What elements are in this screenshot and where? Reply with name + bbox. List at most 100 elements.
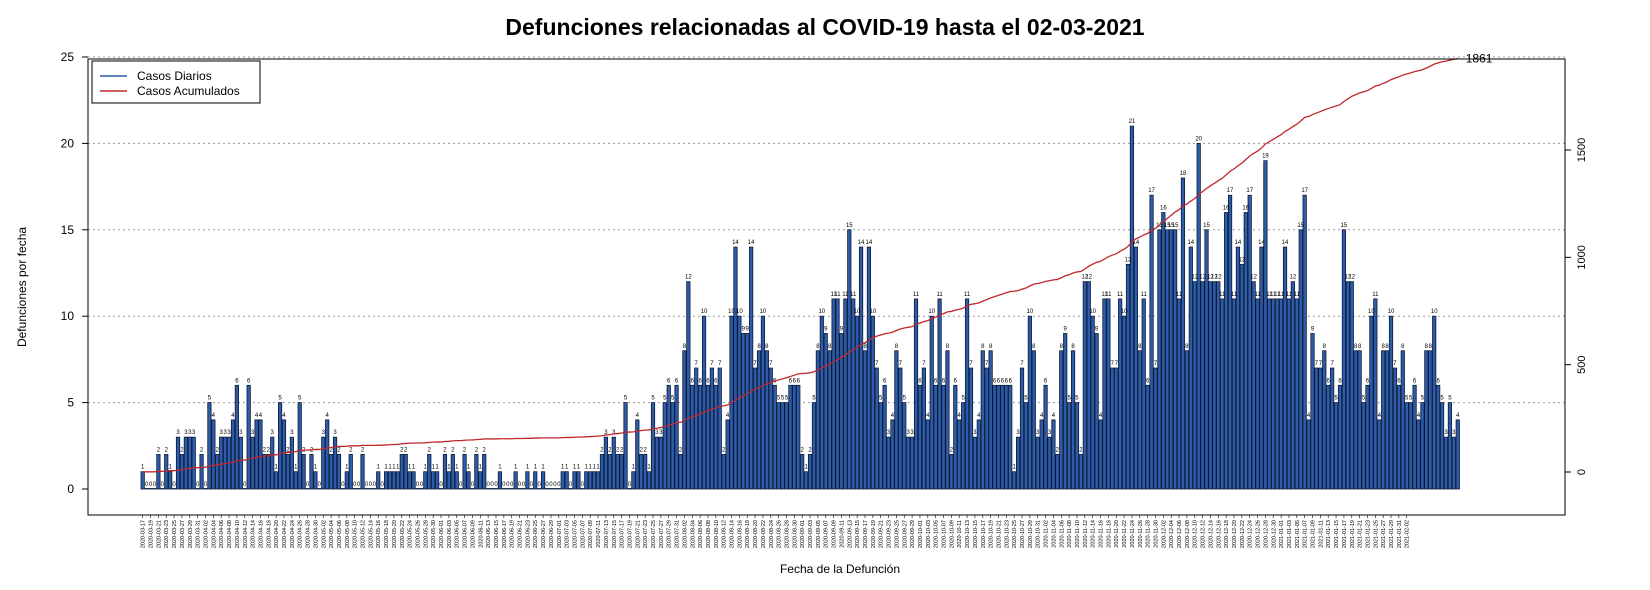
bar-value-label: 11 xyxy=(1231,292,1238,298)
bar xyxy=(501,488,506,490)
bar xyxy=(1267,298,1272,490)
bar xyxy=(368,488,373,490)
x-tick-label: 2020-10-17 xyxy=(981,520,987,548)
bar-value-label: 0 xyxy=(510,482,514,488)
bar-value-label: 11 xyxy=(913,292,920,298)
bar-value-label: 2 xyxy=(263,447,267,453)
bar xyxy=(541,471,546,490)
x-tick-label: 2020-10-21 xyxy=(996,520,1002,548)
bar-value-label: 3 xyxy=(1016,430,1020,436)
bar-value-label: 13 xyxy=(1125,257,1132,263)
bar xyxy=(1294,298,1299,490)
bar-value-label: 7 xyxy=(695,361,699,367)
bar xyxy=(1333,402,1339,490)
bar-value-label: 5 xyxy=(1409,396,1413,402)
bar-value-label: 2 xyxy=(616,447,620,453)
bar xyxy=(768,367,773,490)
bar-value-label: 4 xyxy=(255,413,259,419)
bar-value-label: 3 xyxy=(907,430,911,436)
bar xyxy=(1251,281,1256,490)
bar xyxy=(1220,298,1225,490)
bar-value-label: 5 xyxy=(208,396,212,402)
bar-value-label: 5 xyxy=(1448,396,1452,402)
bar xyxy=(623,402,628,490)
bar-value-label: 2 xyxy=(451,447,455,453)
bar-value-label: 17 xyxy=(1227,188,1234,194)
bar-value-label: 2 xyxy=(349,447,353,453)
bar xyxy=(925,419,930,490)
bar-value-label: 3 xyxy=(192,430,196,436)
x-tick-label: 2020-08-18 xyxy=(745,520,751,548)
bar-value-label: 7 xyxy=(753,361,757,367)
bar xyxy=(662,402,667,490)
bar-value-label: 1 xyxy=(592,465,596,471)
bar-value-label: 15 xyxy=(1164,223,1171,229)
x-tick-label: 2021-02-02 xyxy=(1405,520,1411,548)
bar-value-label: 11 xyxy=(1286,292,1293,298)
bar-value-label: 2 xyxy=(404,447,408,453)
bar xyxy=(1302,194,1307,490)
x-tick-label: 2020-06-11 xyxy=(478,520,484,548)
bar xyxy=(1121,315,1127,490)
x-tick-label: 2020-12-02 xyxy=(1161,520,1167,548)
bar xyxy=(1184,350,1189,490)
y2-tick-label: 1500 xyxy=(1576,138,1588,162)
x-tick-label: 2020-03-23 xyxy=(164,520,170,548)
bar-value-label: 2 xyxy=(801,447,805,453)
bar xyxy=(1377,419,1382,490)
x-tick-label: 2020-03-31 xyxy=(196,520,202,548)
bar xyxy=(745,333,750,490)
bar xyxy=(1141,298,1146,490)
bar xyxy=(780,402,785,490)
bar-value-label: 0 xyxy=(530,482,534,488)
bar xyxy=(344,471,349,490)
bar xyxy=(827,350,832,490)
bar-value-label: 8 xyxy=(1032,344,1036,350)
bar xyxy=(1090,315,1095,490)
bar-value-label: 5 xyxy=(903,396,907,402)
bar xyxy=(364,488,369,490)
bar xyxy=(254,419,259,490)
x-tick-label: 2020-04-22 xyxy=(282,520,288,548)
bar xyxy=(383,471,389,490)
bar xyxy=(639,454,644,490)
bar-value-label: 3 xyxy=(659,430,663,436)
x-tick-label: 2021-01-21 xyxy=(1358,520,1364,548)
x-tick-label: 2020-07-19 xyxy=(627,520,633,548)
bar-value-label: 7 xyxy=(769,361,773,367)
x-tick-label: 2020-10-07 xyxy=(942,520,948,548)
bar xyxy=(1298,229,1303,490)
bar-value-label: 1 xyxy=(392,465,396,471)
x-tick-label: 2020-03-29 xyxy=(188,520,194,548)
bar-value-label: 0 xyxy=(439,482,443,488)
bar-value-label: 6 xyxy=(1413,378,1417,384)
x-tick-label: 2020-05-06 xyxy=(337,520,343,548)
bar xyxy=(285,454,291,490)
bar xyxy=(760,315,766,490)
bar xyxy=(1314,367,1319,490)
bar xyxy=(533,471,538,490)
bar xyxy=(709,367,714,490)
bar-value-label: 1 xyxy=(479,465,483,471)
bar-value-label: 7 xyxy=(1315,361,1319,367)
bar xyxy=(1424,350,1429,490)
bar xyxy=(262,454,267,490)
bar-value-label: 8 xyxy=(765,344,769,350)
x-tick-label: 2020-06-09 xyxy=(470,520,476,548)
bar-value-label: 1 xyxy=(534,465,538,471)
bar-value-label: 3 xyxy=(887,430,891,436)
bar-value-label: 12 xyxy=(1250,275,1257,281)
bar-value-label: 9 xyxy=(1311,326,1315,332)
bar xyxy=(1196,142,1201,490)
bar-value-label: 0 xyxy=(369,482,373,488)
bar xyxy=(1161,212,1166,490)
bar xyxy=(1204,229,1209,490)
bar xyxy=(529,488,534,490)
bar xyxy=(1208,281,1213,490)
x-tick-label: 2020-05-28 xyxy=(423,520,429,548)
bar-value-label: 15 xyxy=(846,223,853,229)
x-tick-label: 2020-12-22 xyxy=(1240,520,1246,548)
bar xyxy=(1212,281,1217,490)
bar-value-label: 11 xyxy=(1278,292,1285,298)
